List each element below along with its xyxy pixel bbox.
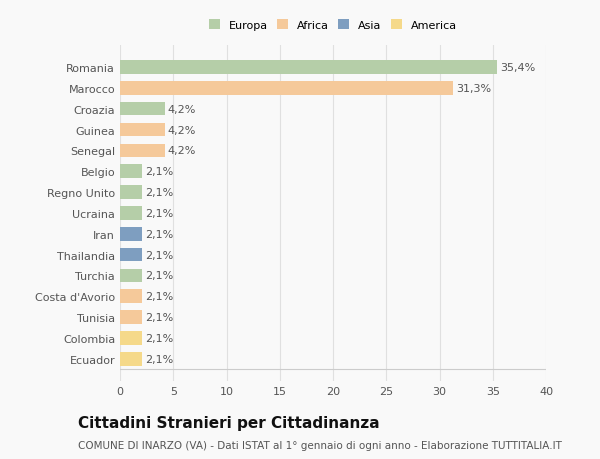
- Text: 2,1%: 2,1%: [146, 167, 174, 177]
- Text: 2,1%: 2,1%: [146, 271, 174, 281]
- Bar: [120, 186, 142, 199]
- Legend: Europa, Africa, Asia, America: Europa, Africa, Asia, America: [207, 18, 459, 33]
- Bar: [120, 290, 142, 303]
- Text: 2,1%: 2,1%: [146, 208, 174, 218]
- Text: 4,2%: 4,2%: [168, 125, 196, 135]
- Bar: [120, 352, 142, 366]
- Text: 31,3%: 31,3%: [457, 84, 491, 94]
- Text: 4,2%: 4,2%: [168, 146, 196, 156]
- Bar: [120, 144, 165, 158]
- Text: COMUNE DI INARZO (VA) - Dati ISTAT al 1° gennaio di ogni anno - Elaborazione TUT: COMUNE DI INARZO (VA) - Dati ISTAT al 1°…: [78, 440, 562, 450]
- Text: 2,1%: 2,1%: [146, 354, 174, 364]
- Text: 2,1%: 2,1%: [146, 333, 174, 343]
- Bar: [120, 228, 142, 241]
- Text: 35,4%: 35,4%: [500, 63, 535, 73]
- Bar: [120, 123, 165, 137]
- Bar: [120, 103, 165, 116]
- Text: Cittadini Stranieri per Cittadinanza: Cittadini Stranieri per Cittadinanza: [78, 415, 380, 431]
- Text: 2,1%: 2,1%: [146, 291, 174, 302]
- Text: 2,1%: 2,1%: [146, 250, 174, 260]
- Bar: [120, 311, 142, 324]
- Bar: [120, 331, 142, 345]
- Text: 2,1%: 2,1%: [146, 229, 174, 239]
- Bar: [120, 61, 497, 75]
- Bar: [120, 82, 454, 95]
- Bar: [120, 165, 142, 179]
- Text: 2,1%: 2,1%: [146, 313, 174, 322]
- Bar: [120, 248, 142, 262]
- Bar: [120, 207, 142, 220]
- Bar: [120, 269, 142, 283]
- Text: 2,1%: 2,1%: [146, 188, 174, 198]
- Text: 4,2%: 4,2%: [168, 105, 196, 114]
